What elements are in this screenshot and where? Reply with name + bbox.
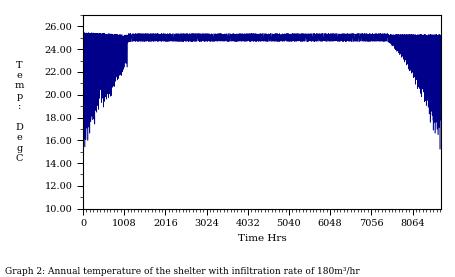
Y-axis label: T
e
m
p
:

D
e
g
C: T e m p : D e g C [15, 60, 24, 163]
Text: Graph 2: Annual temperature of the shelter with infiltration rate of 180m³/hr: Graph 2: Annual temperature of the shelt… [5, 267, 359, 276]
X-axis label: Time Hrs: Time Hrs [237, 234, 286, 243]
